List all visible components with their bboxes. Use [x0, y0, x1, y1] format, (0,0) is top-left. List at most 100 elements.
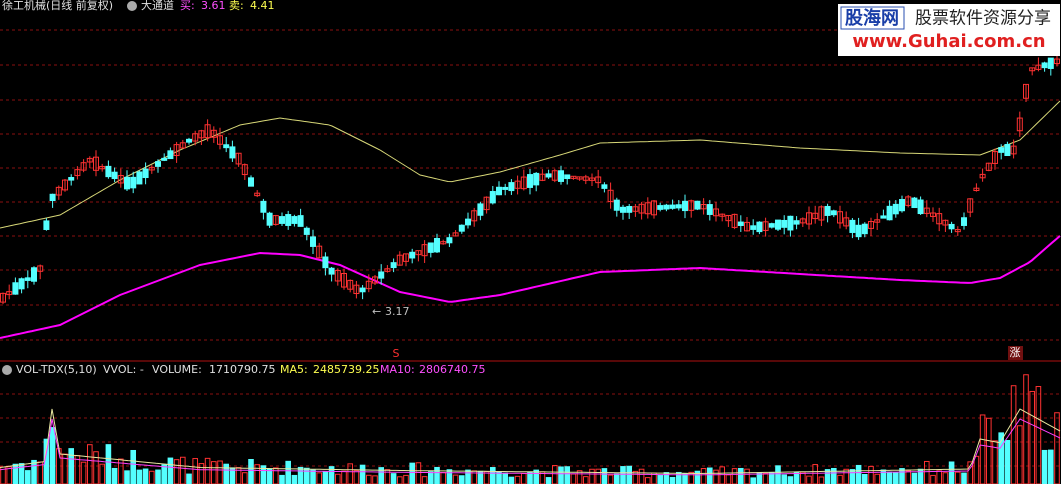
candle-body: [942, 219, 949, 226]
candle-body: [620, 206, 626, 213]
candle-body: [632, 206, 639, 212]
candle-body: [37, 265, 44, 272]
candle-body: [1016, 117, 1023, 132]
candle-body: [6, 291, 13, 296]
candle-body: [148, 166, 155, 171]
candle-body: [700, 203, 707, 210]
candle-body: [899, 199, 905, 212]
candle-body: [124, 176, 130, 190]
volume-bar: [87, 444, 93, 484]
volume-bar: [855, 464, 862, 484]
candle-body: [849, 219, 856, 233]
volume-bar: [1010, 385, 1017, 484]
volume-label: VOLUME:: [152, 363, 202, 376]
candle-body: [948, 223, 955, 230]
candle-body: [806, 212, 812, 225]
volume-bar: [18, 463, 25, 484]
candle-body: [229, 146, 236, 159]
volume-bar: [80, 461, 87, 484]
volume-bar: [254, 464, 260, 484]
volume-bar: [893, 472, 899, 484]
candle-body: [719, 213, 726, 217]
candle-body: [961, 217, 967, 226]
candle-body: [1047, 57, 1054, 69]
candle-body: [861, 223, 868, 235]
candle-body: [1054, 58, 1060, 65]
candle-body: [260, 200, 267, 213]
ma5-value: 2485739.25: [313, 363, 379, 376]
candle-body: [334, 269, 341, 282]
candle-body: [514, 180, 521, 189]
candle-body: [998, 147, 1005, 153]
candle-body: [713, 208, 719, 217]
volume-bar: [1017, 425, 1023, 484]
volume-bar: [440, 471, 446, 484]
candle-body: [1035, 64, 1042, 70]
volume-bar: [142, 468, 149, 484]
volume-bar: [204, 457, 211, 484]
volume-menu-icon[interactable]: [2, 365, 12, 375]
candle-body: [291, 216, 298, 224]
candle-body: [843, 217, 850, 227]
candle-body: [613, 199, 620, 211]
candle-body: [285, 214, 292, 226]
volume-bar: [806, 475, 812, 484]
candle-body: [434, 238, 440, 253]
candle-body: [855, 224, 862, 238]
volume-bar: [750, 477, 757, 484]
candle-body: [799, 218, 806, 224]
candle-body: [440, 241, 447, 245]
candle-body: [217, 135, 223, 145]
candle-body: [669, 204, 676, 209]
candle-body: [601, 184, 608, 189]
candle-body: [830, 210, 837, 216]
candle-body: [303, 227, 310, 235]
volume-bar: [155, 469, 161, 484]
candle-body: [396, 254, 403, 266]
volume-bar: [285, 460, 291, 484]
volume-bar: [502, 472, 508, 484]
volume-bar: [676, 471, 682, 484]
volume-bar: [508, 476, 515, 484]
volume-bar: [310, 469, 316, 484]
candle-body: [651, 200, 657, 216]
volume-bar: [452, 474, 459, 484]
candle-body: [310, 236, 316, 247]
volume-bar: [583, 476, 589, 484]
candle-body: [979, 173, 986, 179]
volume-bar: [459, 475, 465, 484]
candle-body: [1010, 145, 1017, 155]
volume-bar: [663, 472, 670, 484]
volume-bar: [731, 468, 738, 484]
volume-bar: [986, 417, 992, 484]
volume-bar: [6, 466, 12, 484]
volume-bar: [68, 448, 75, 484]
candle-body: [818, 206, 825, 221]
candle-body: [279, 216, 285, 224]
candle-body: [496, 186, 502, 196]
brand-box: [840, 6, 905, 30]
candle-body: [533, 172, 540, 186]
candle-body: [1029, 67, 1036, 72]
candle-body: [812, 212, 819, 220]
indicator-menu-icon[interactable]: [127, 1, 137, 11]
volume-bar: [905, 470, 912, 484]
volume-bar: [533, 469, 540, 484]
volume-bar: [372, 475, 378, 484]
volume-bar: [657, 474, 664, 484]
candle-body: [341, 272, 347, 288]
candle-body: [452, 232, 459, 237]
volume-bar: [173, 459, 180, 484]
volume-bar: [496, 471, 502, 484]
volume-bar: [738, 467, 744, 484]
volume-bar: [638, 468, 645, 484]
candle-body: [136, 171, 143, 185]
volume-bar: [130, 449, 136, 484]
candle-body: [917, 199, 924, 215]
volume-bar: [403, 474, 409, 484]
volume-bar: [849, 469, 856, 484]
candle-body: [161, 157, 168, 161]
candle-body: [62, 179, 68, 191]
volume-bar: [266, 468, 273, 484]
